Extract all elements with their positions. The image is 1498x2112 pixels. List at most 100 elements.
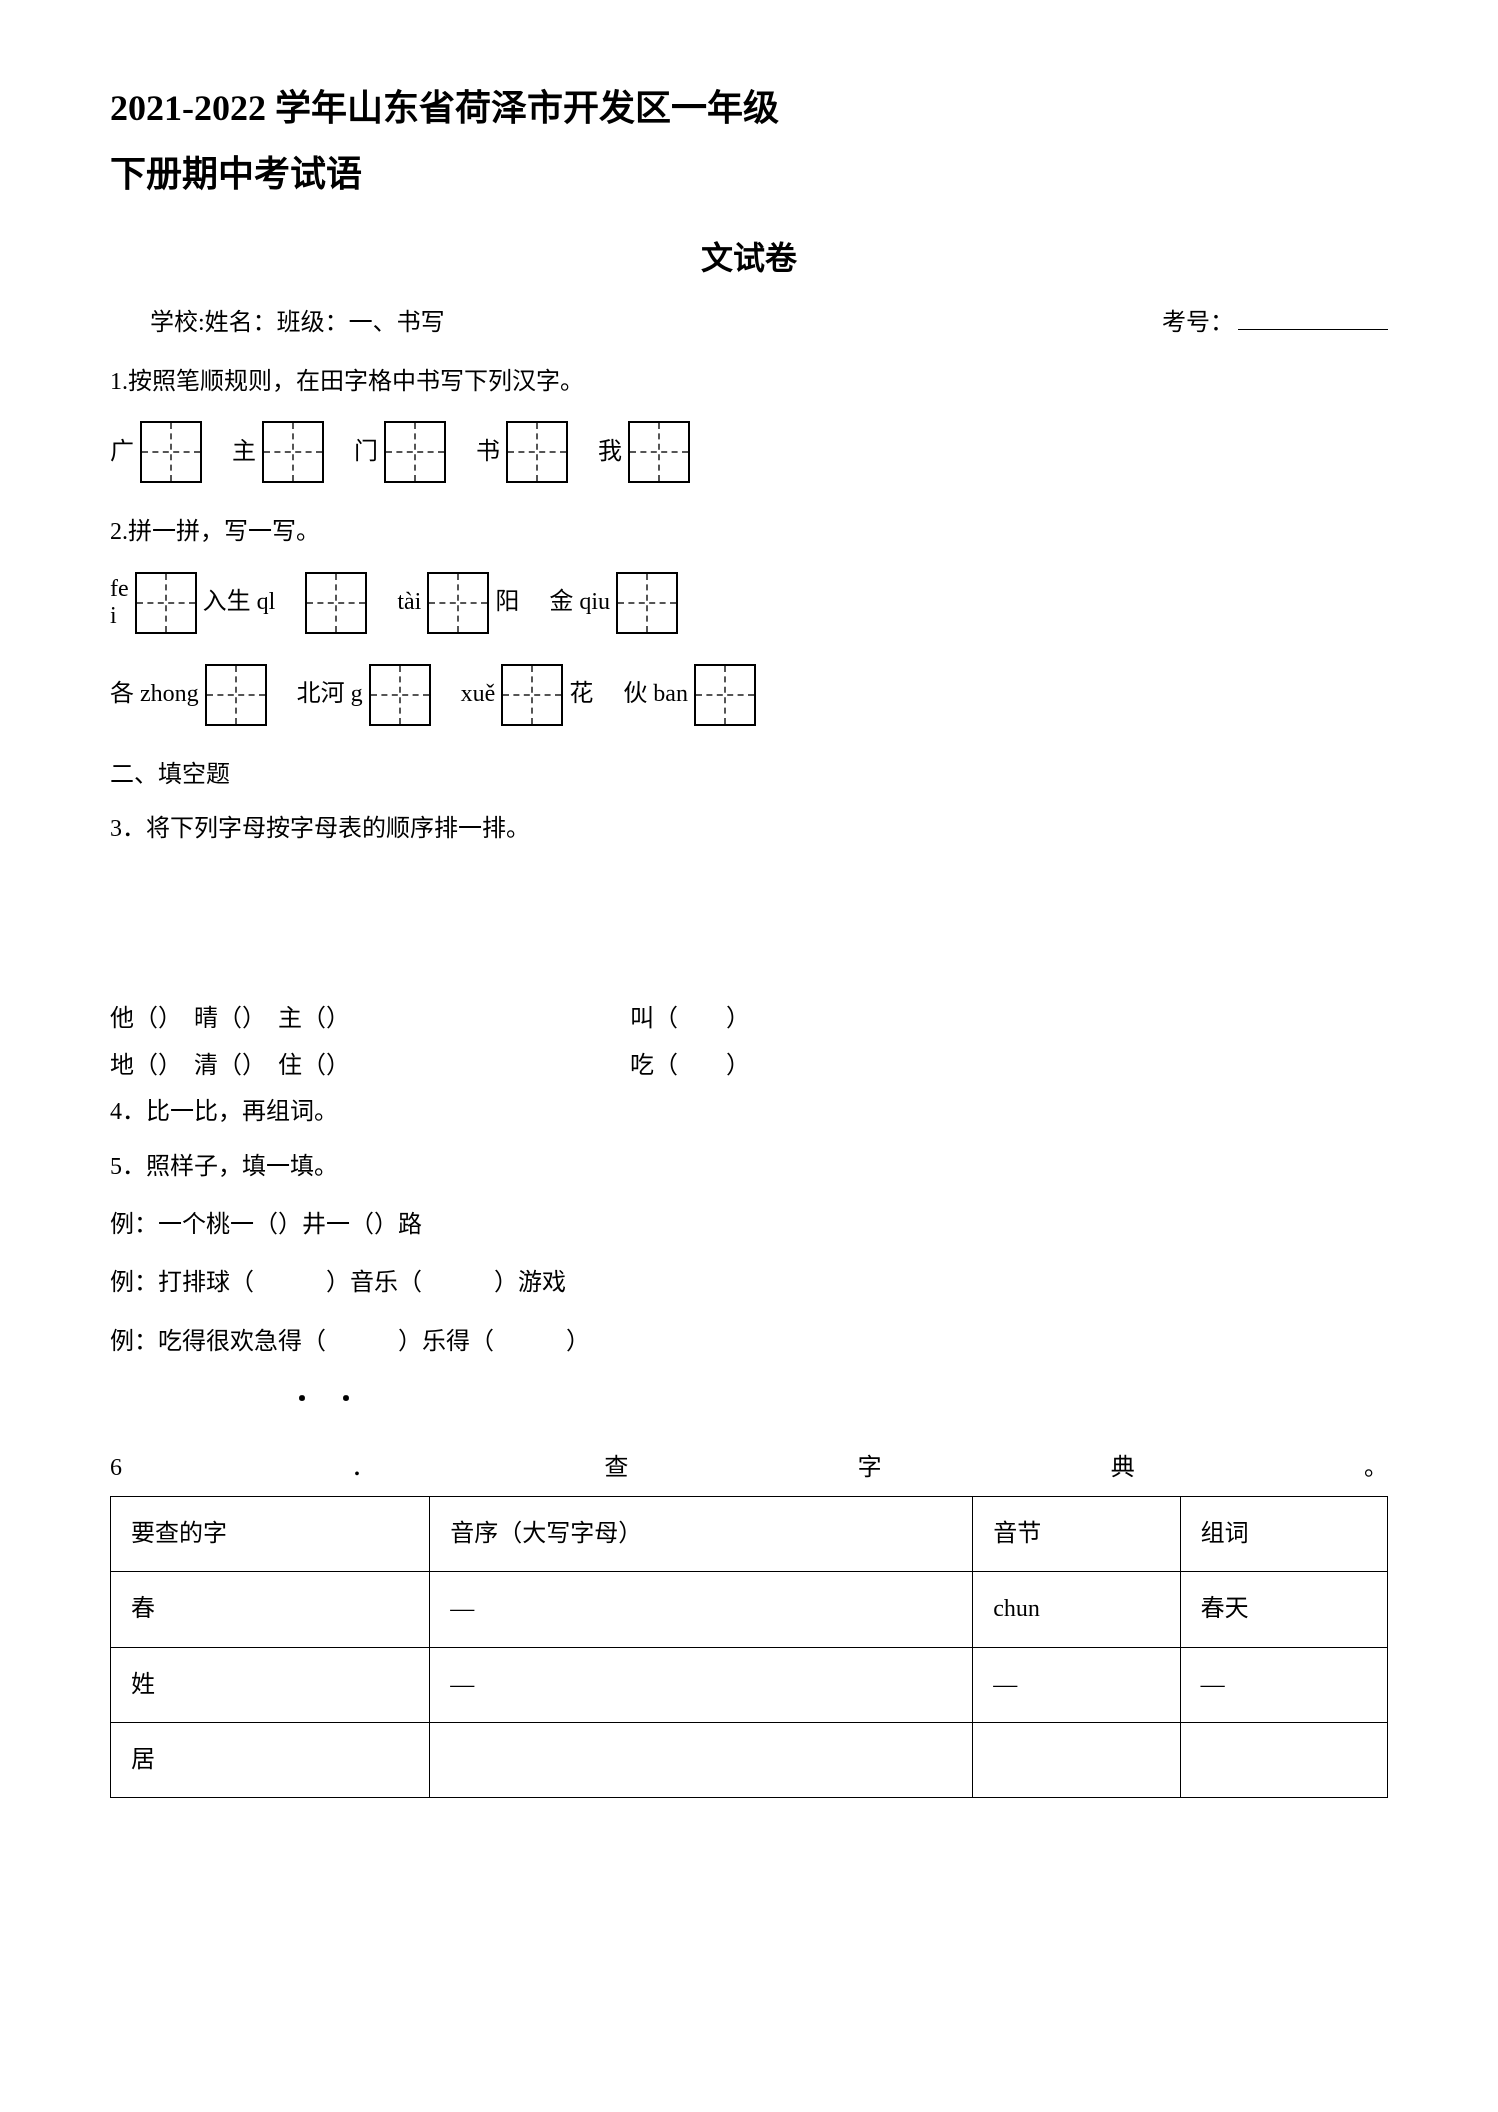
tian-box bbox=[369, 664, 431, 726]
q5-ex2: 例：打排球（ ）音乐（ ）游戏 bbox=[110, 1264, 1388, 1302]
q2-r1-2-post: 阳 bbox=[495, 583, 519, 621]
tian-box bbox=[506, 421, 568, 483]
th-0: 要查的字 bbox=[111, 1496, 430, 1571]
q6-zi: 字 bbox=[858, 1449, 882, 1487]
q4-row1-left: 他（） 晴（） 主（） bbox=[110, 1000, 350, 1038]
tian-box bbox=[427, 572, 489, 634]
tian-box bbox=[135, 572, 197, 634]
q2-r2-item-1: 北河 g bbox=[297, 664, 431, 726]
td: — bbox=[430, 1647, 973, 1722]
q6-cha: 查 bbox=[604, 1449, 628, 1487]
title-line-1: 2021-2022 学年山东省荷泽市开发区一年级 bbox=[110, 80, 1388, 138]
q2-row-1: fe i 入生 ql tài 阳 金 qiu bbox=[110, 572, 1388, 634]
tian-box bbox=[305, 572, 367, 634]
tian-box bbox=[694, 664, 756, 726]
q1-char-4: 我 bbox=[598, 433, 622, 471]
tian-box bbox=[262, 421, 324, 483]
q3-text: 3．将下列字母按字母表的顺序排一排。 bbox=[110, 810, 1388, 848]
q2-r2-2-post: 花 bbox=[569, 675, 593, 713]
td bbox=[1180, 1723, 1387, 1798]
td: 春天 bbox=[1180, 1572, 1387, 1647]
blank-space bbox=[110, 864, 1388, 984]
q4-row-2: 地（） 清（） 住（） 吃（ ） bbox=[110, 1047, 1388, 1085]
table-row: 春 — chun 春天 bbox=[111, 1572, 1388, 1647]
question-2: 2.拼一拼，写一写。 fe i 入生 ql tài 阳 金 qiu 各 zhon… bbox=[110, 513, 1388, 725]
th-1: 音序（大写字母） bbox=[430, 1496, 973, 1571]
td: chun bbox=[973, 1572, 1180, 1647]
th-3: 组词 bbox=[1180, 1496, 1387, 1571]
question-1: 1.按照笔顺规则，在田字格中书写下列汉字。 广 主 门 书 我 bbox=[110, 363, 1388, 483]
q6-num: 6 bbox=[110, 1449, 122, 1487]
q5-text: 5．照样子，填一填。 bbox=[110, 1148, 1388, 1186]
table-header-row: 要查的字 音序（大写字母） 音节 组词 bbox=[111, 1496, 1388, 1571]
exam-no-blank bbox=[1238, 329, 1388, 330]
q5-ex3: 例：吃得很欢急得（ ）乐得（ ） bbox=[110, 1323, 1388, 1361]
q2-r1-0-pre2: i bbox=[110, 603, 129, 629]
q4-row1-right: 叫（ ） bbox=[630, 1000, 750, 1038]
td: — bbox=[430, 1572, 973, 1647]
q2-r1-item-1 bbox=[305, 572, 367, 634]
info-row: 学校:姓名：班级：一、书写 考号： bbox=[150, 304, 1388, 342]
q1-item-3: 书 bbox=[476, 421, 568, 483]
td: 姓 bbox=[111, 1647, 430, 1722]
q4-text: 4．比一比，再组词。 bbox=[110, 1093, 1388, 1131]
section-2-header: 二、填空题 bbox=[110, 756, 1388, 794]
q4-row-1: 他（） 晴（） 主（） 叫（ ） bbox=[110, 1000, 1388, 1038]
q2-r1-item-2: tài 阳 bbox=[397, 572, 519, 634]
q1-item-0: 广 bbox=[110, 421, 202, 483]
q1-item-1: 主 bbox=[232, 421, 324, 483]
q1-boxes-row: 广 主 门 书 我 bbox=[110, 421, 1388, 483]
q6-period: 。 bbox=[1364, 1449, 1388, 1487]
td bbox=[973, 1723, 1180, 1798]
subtitle: 文试卷 bbox=[110, 233, 1388, 284]
q5-ex1: 例：一个桃一（）井一（）路 bbox=[110, 1206, 1388, 1244]
info-right: 考号： bbox=[1162, 304, 1388, 342]
q2-r2-item-3: 伙 ban bbox=[623, 664, 756, 726]
exam-no-label: 考号： bbox=[1162, 310, 1234, 336]
q6-dian: 典 bbox=[1111, 1449, 1135, 1487]
question-4: 他（） 晴（） 主（） 叫（ ） 地（） 清（） 住（） 吃（ ） 4．比一比，… bbox=[110, 1000, 1388, 1131]
q4-row2-right: 吃（ ） bbox=[630, 1047, 750, 1085]
question-5: 5．照样子，填一填。 例：一个桃一（）井一（）路 例：打排球（ ）音乐（ ）游戏… bbox=[110, 1148, 1388, 1420]
table-row: 居 bbox=[111, 1723, 1388, 1798]
q2-row-2: 各 zhong 北河 g xuě 花 伙 ban bbox=[110, 664, 1388, 726]
q2-r2-2-pre: xuě bbox=[461, 675, 496, 713]
q2-r2-1-pre: 北河 g bbox=[297, 675, 363, 713]
table-row: 姓 — — — bbox=[111, 1647, 1388, 1722]
q1-char-0: 广 bbox=[110, 433, 134, 471]
tian-box bbox=[628, 421, 690, 483]
q2-r1-2-pre: tài bbox=[397, 583, 421, 621]
question-3: 3．将下列字母按字母表的顺序排一排。 bbox=[110, 810, 1388, 848]
td: — bbox=[1180, 1647, 1387, 1722]
info-left: 学校:姓名：班级：一、书写 bbox=[150, 304, 445, 342]
q2-r1-3-pre: 金 qiu bbox=[549, 583, 610, 621]
td: 春 bbox=[111, 1572, 430, 1647]
q2-r2-0-pre: 各 zhong bbox=[110, 675, 199, 713]
q5-dots: ・・ bbox=[290, 1381, 1388, 1419]
q1-item-2: 门 bbox=[354, 421, 446, 483]
q2-r1-0-pre: fe bbox=[110, 576, 129, 602]
q2-r2-item-0: 各 zhong bbox=[110, 664, 267, 726]
q2-r1-item-3: 金 qiu bbox=[549, 572, 678, 634]
title-line-2: 下册期中考试语 bbox=[110, 146, 1388, 204]
q1-text: 1.按照笔顺规则，在田字格中书写下列汉字。 bbox=[110, 363, 1388, 401]
q2-text: 2.拼一拼，写一写。 bbox=[110, 513, 1388, 551]
tian-box bbox=[140, 421, 202, 483]
tian-box bbox=[205, 664, 267, 726]
q2-r2-item-2: xuě 花 bbox=[461, 664, 594, 726]
td: 居 bbox=[111, 1723, 430, 1798]
q6-table: 要查的字 音序（大写字母） 音节 组词 春 — chun 春天 姓 — — — … bbox=[110, 1496, 1388, 1799]
q2-r1-item-0: fe i 入生 ql bbox=[110, 572, 275, 634]
tian-box bbox=[384, 421, 446, 483]
td bbox=[430, 1723, 973, 1798]
q1-item-4: 我 bbox=[598, 421, 690, 483]
q6-header: 6 ． 查 字 典 。 bbox=[110, 1449, 1388, 1487]
th-2: 音节 bbox=[973, 1496, 1180, 1571]
q1-char-1: 主 bbox=[232, 433, 256, 471]
td: — bbox=[973, 1647, 1180, 1722]
q2-r2-3-pre: 伙 ban bbox=[623, 675, 688, 713]
tian-box bbox=[501, 664, 563, 726]
q1-char-2: 门 bbox=[354, 433, 378, 471]
tian-box bbox=[616, 572, 678, 634]
q4-row2-left: 地（） 清（） 住（） bbox=[110, 1047, 350, 1085]
